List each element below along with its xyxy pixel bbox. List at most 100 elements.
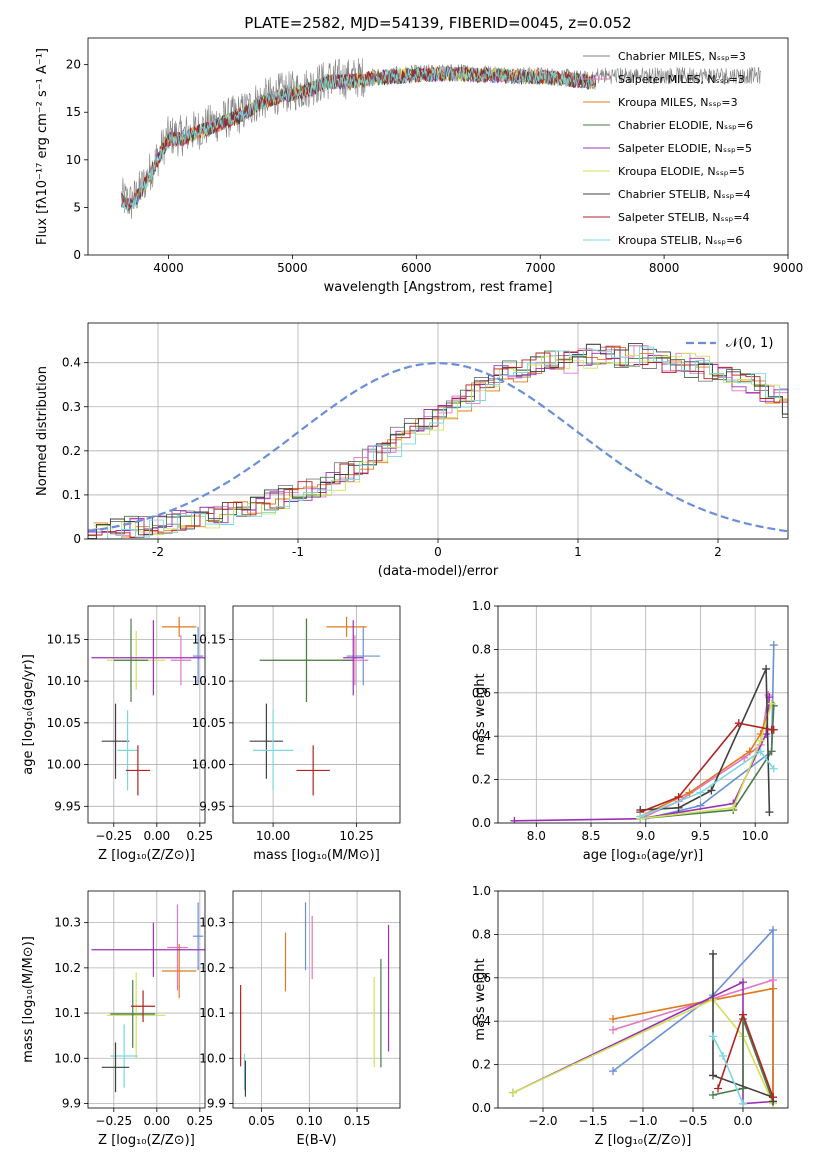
- mass-weight-marker: [729, 803, 738, 812]
- x-tick-label: −0.25: [95, 829, 132, 843]
- errorbar-point: [253, 710, 294, 791]
- y-tick-label: 0.0: [472, 1101, 491, 1115]
- x-tick-label: -2: [152, 545, 164, 559]
- y-tick-label: 10.0: [199, 1051, 226, 1065]
- errorbar-point: [131, 990, 156, 1023]
- x-axis-label: (data-model)/error: [378, 564, 499, 579]
- y-axis-label: Flux [fλ10⁻¹⁷ erg cm⁻² s⁻¹ A⁻¹]: [35, 48, 50, 245]
- mass-weight-marker: [769, 641, 778, 650]
- mass-weight-marker: [709, 949, 717, 958]
- axes-frame: [232, 890, 401, 1109]
- y-axis-label: mass [log₁₀(M/M⊙)]: [21, 936, 36, 1063]
- mass-weight-marker: [609, 1015, 617, 1024]
- mass-weight-marker: [769, 975, 777, 984]
- plot-area: [91, 902, 205, 1093]
- residual-histogram-step: [88, 344, 788, 537]
- y-tick-label: 10.3: [54, 916, 81, 930]
- errorbar-point: [167, 904, 188, 991]
- errorbar-point: [101, 1042, 130, 1093]
- mass-weight-marker: [756, 736, 765, 745]
- x-tick-label: 8000: [649, 261, 680, 275]
- x-tick-label: −1.5: [578, 1114, 607, 1128]
- y-axis-label: Normed distribution: [35, 366, 50, 496]
- mass-weight-marker: [709, 1032, 717, 1041]
- plot-area: [510, 641, 778, 823]
- legend-entry: Kroupa ELODIE, Nₛₛₚ=5: [618, 165, 745, 178]
- x-tick-label: 7000: [525, 261, 556, 275]
- residual-histogram-step: [88, 350, 788, 539]
- errorbar-point: [91, 922, 205, 977]
- plot-area: [91, 616, 205, 796]
- axes-frame: [87, 605, 206, 824]
- x-axis-label: Z [log₁₀(Z/Z⊙)]: [595, 1133, 692, 1148]
- x-tick-label: 2: [714, 545, 722, 559]
- y-tick-label: 10.15: [47, 632, 81, 646]
- axes-frame: [497, 605, 789, 824]
- mass-weight-line: [712, 1018, 774, 1102]
- y-tick-label: 9.95: [54, 799, 81, 813]
- mass-weight-marker: [765, 808, 774, 817]
- panel-age-vs-mass: 10.00 10.25 9.95 10.00 10.05 10.10 10.15 mass […: [192, 605, 401, 863]
- x-tick-label: 10.00: [256, 829, 290, 843]
- mass-weight-line: [512, 998, 774, 1105]
- figure-title: PLATE=2582, MJD=54139, FIBERID=0045, z=0…: [244, 14, 631, 32]
- x-tick-label: 8.0: [527, 829, 546, 843]
- errorbar-point: [106, 972, 166, 1059]
- mass-weight-marker: [509, 1088, 517, 1097]
- mass-weight-line: [640, 705, 775, 820]
- legend-entry: Chabrier MILES, Nₛₛₚ=3: [618, 50, 746, 63]
- axes-frame: [232, 605, 401, 824]
- normal-reference-curve: [88, 361, 788, 533]
- panel-mass-vs-z: −0.25 0.00 0.25 9.9 10.0 10.1 10.2 10.3 Z [log₁₀…: [21, 890, 213, 1148]
- panel-age-vs-z: −0.25 0.00 0.25 9.95 10.00 10.05 10.10 10.15 Z […: [21, 605, 213, 863]
- residual-histogram-step: [88, 345, 788, 538]
- y-tick-label: 10.1: [54, 1006, 81, 1020]
- x-tick-label: 1: [574, 545, 582, 559]
- y-tick-label: 0.4: [472, 729, 491, 743]
- errorbar-point: [192, 626, 204, 686]
- legend-entry: Salpeter ELODIE, Nₛₛₚ=5: [618, 142, 752, 155]
- x-axis-label: wavelength [Angstrom, rest frame]: [324, 280, 553, 295]
- mass-weight-marker: [609, 1025, 617, 1034]
- mass-weight-marker: [767, 699, 776, 708]
- x-tick-label: 4000: [153, 261, 184, 275]
- errorbar-point: [249, 703, 284, 779]
- plot-area: [509, 926, 777, 1108]
- mass-weight-marker: [636, 812, 645, 821]
- axes-frame: [87, 37, 789, 256]
- x-axis-label: Z [log₁₀(Z/Z⊙)]: [98, 1133, 195, 1148]
- y-tick-label: 0.0: [472, 816, 491, 830]
- x-tick-label: −0.25: [95, 1114, 132, 1128]
- y-tick-label: 0: [73, 532, 81, 546]
- y-tick-label: 0.4: [472, 1014, 491, 1028]
- x-tick-label: -1: [292, 545, 304, 559]
- x-tick-label: 9.5: [691, 829, 710, 843]
- x-tick-label: −2.0: [528, 1114, 557, 1128]
- mass-weight-marker: [696, 788, 705, 797]
- mass-weight-marker: [767, 747, 776, 756]
- errorbar-point: [192, 902, 204, 971]
- y-tick-label: 10.2: [54, 961, 81, 975]
- y-tick-label: 10.00: [47, 758, 81, 772]
- legend-entry: Kroupa STELIB, Nₛₛₚ=6: [618, 234, 742, 247]
- mass-weight-marker: [674, 792, 683, 801]
- x-tick-label: 0: [434, 545, 442, 559]
- panel-mass-vs-ebv: 0.05 0.10 0.15 9.9 10.0 10.1 10.2 10.3 E(B-V): [199, 890, 401, 1148]
- panel-spectrum: Chabrier MILES, Nₛₛₚ=3 Salpeter MILES, Nₛ…: [35, 37, 803, 295]
- errorbar-point: [110, 1024, 138, 1088]
- x-tick-label: 0.05: [248, 1114, 275, 1128]
- mass-weight-line: [639, 694, 770, 820]
- plot-area: [240, 902, 390, 1097]
- y-tick-label: 0.8: [472, 927, 491, 941]
- mass-weight-marker: [674, 803, 683, 812]
- x-tick-label: 0.0: [733, 1114, 752, 1128]
- panel-residuals: 𝒩(0, 1) -2 -1 0 1 2 0 0.1 0.2 0.3 0.4 (data-model)/…: [35, 322, 789, 579]
- mass-weight-line: [514, 697, 771, 822]
- y-tick-label: 0.6: [472, 686, 491, 700]
- errorbar-point: [346, 626, 380, 686]
- mass-weight-marker: [714, 1084, 722, 1093]
- y-tick-label: 1.0: [472, 599, 491, 613]
- x-tick-label: −0.5: [678, 1114, 707, 1128]
- mass-weight-marker: [739, 1010, 747, 1019]
- mass-weight-marker: [734, 719, 743, 728]
